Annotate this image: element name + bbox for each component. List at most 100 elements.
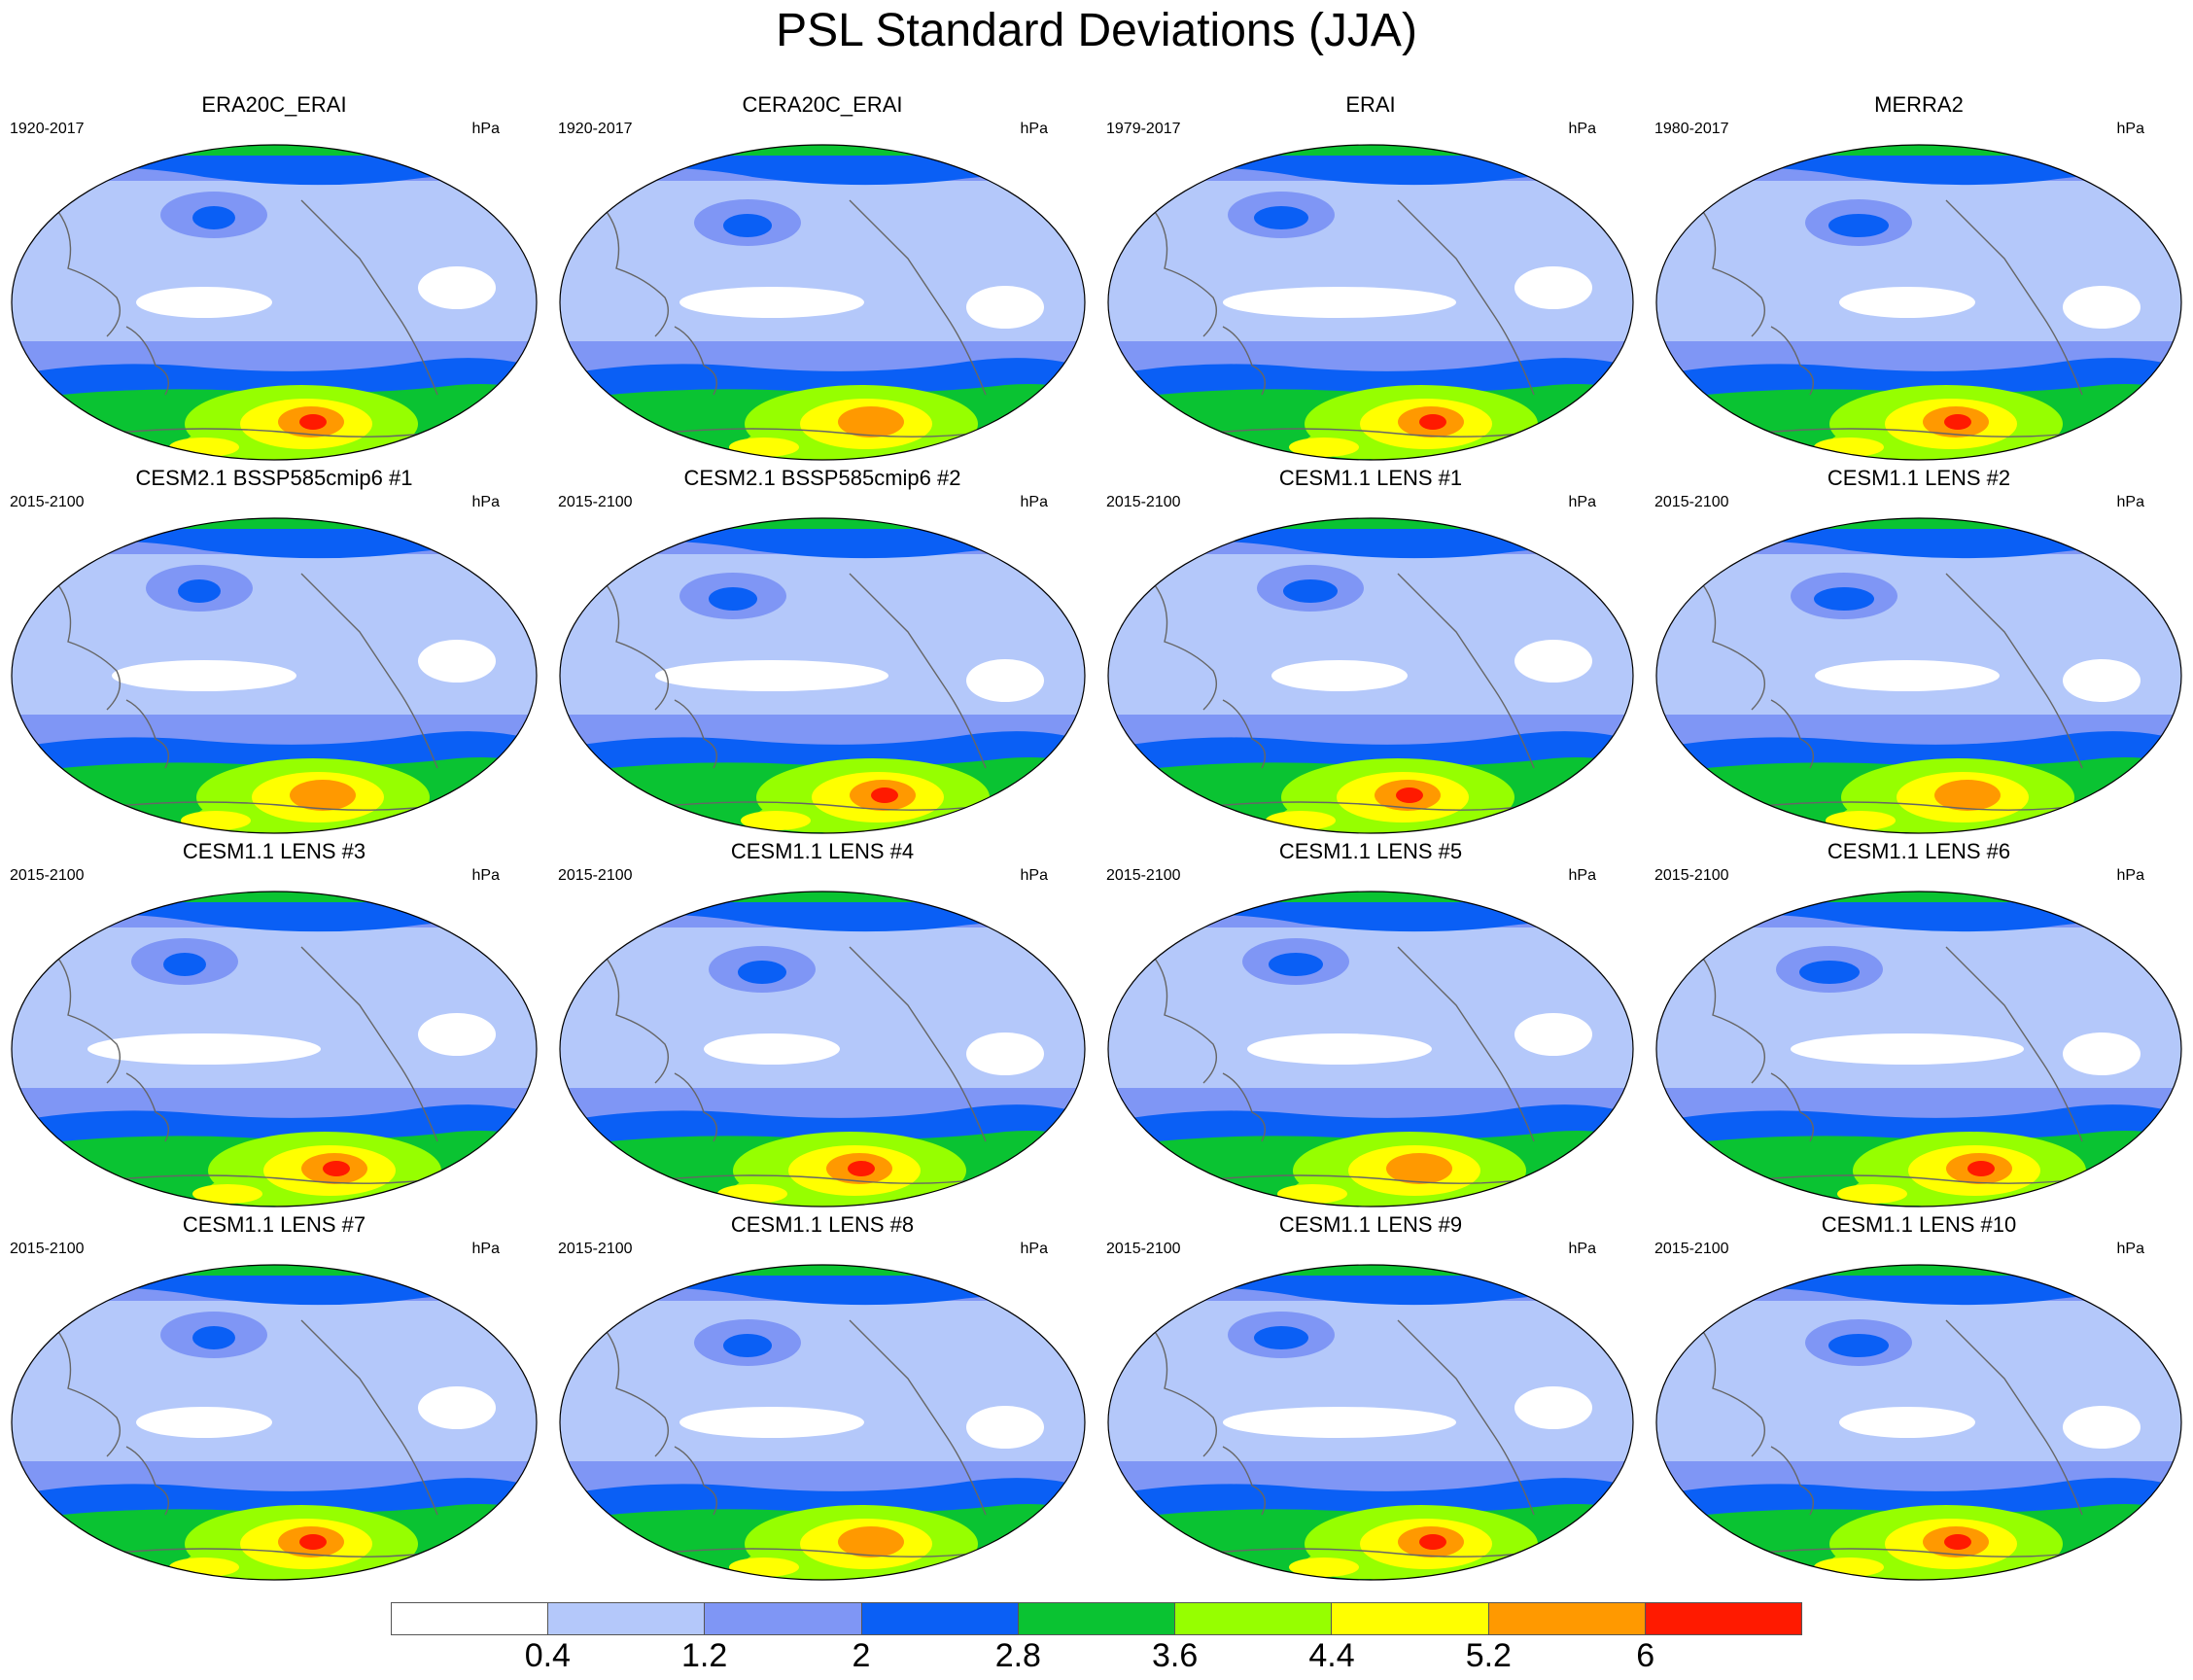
map-projection [11, 144, 538, 461]
map-panel: ERA20C_ERAI 1920-2017 hPa [0, 91, 548, 465]
coastline-antarctica [1751, 1174, 2103, 1184]
contour-tropical-min [112, 660, 296, 691]
coastline-americas [849, 199, 987, 396]
coastline-antarctica [654, 1174, 1006, 1184]
contour-tropical-min [136, 1407, 272, 1438]
panel-title: CESM1.1 LENS #6 [1827, 839, 2011, 863]
coastline-australia [1222, 326, 1266, 396]
panel-title: ERAI [1345, 92, 1396, 117]
map-border [11, 1264, 538, 1581]
panel-title: CESM1.1 LENS #4 [730, 839, 915, 863]
coastline-antarctica [106, 1548, 458, 1558]
map-border [1107, 144, 1634, 461]
coastline-americas [300, 946, 438, 1142]
contour-tropical-min-east [966, 659, 1044, 702]
map-border [1107, 1264, 1634, 1581]
map-projection [1107, 144, 1634, 461]
panel-title: CESM1.1 LENS #7 [182, 1212, 366, 1237]
colorbar-label: 1.2 [681, 1637, 728, 1674]
colorbar-swatch [705, 1603, 862, 1634]
contour-tropical-min [679, 287, 864, 318]
coastline-asia [1144, 573, 1217, 711]
contour-blob-npac-3 [1799, 961, 1860, 984]
contour-tropical-min-east [418, 640, 496, 682]
map-projection [11, 1264, 538, 1581]
panel-title: CESM1.1 LENS #10 [1821, 1212, 2017, 1237]
contour-tropical-min-east [1514, 266, 1592, 309]
coastline-australia [1222, 1446, 1266, 1516]
coastline-australia [125, 1446, 169, 1516]
contour-tropical-min-east [966, 1406, 1044, 1449]
contour-south-max-7 [838, 1526, 904, 1558]
map-projection [559, 144, 1086, 461]
coastline-asia [1692, 946, 1765, 1084]
coastline-americas [1397, 1319, 1535, 1516]
contour-south-max-8 [299, 414, 327, 430]
map-projection [11, 891, 538, 1208]
panel-period: 2015-2100 [1654, 494, 1729, 510]
coastline-australia [1222, 1072, 1266, 1142]
contour-blob-npac-3 [1269, 953, 1323, 976]
contour-tropical-min-east [966, 1032, 1044, 1075]
coastline-americas [1397, 573, 1535, 769]
colorbar-label: 6 [1636, 1637, 1655, 1674]
contour-band-north-4 [1223, 892, 1514, 902]
map-border [1107, 891, 1634, 1208]
coastline-antarctica [654, 801, 1006, 811]
contour-south-max-8 [299, 1534, 327, 1550]
contour-band-north-4 [675, 892, 966, 902]
contour-band-north-4 [1223, 1265, 1514, 1276]
contour-band-north-4 [1771, 145, 2063, 156]
panel-period: 1980-2017 [1654, 121, 1729, 137]
field-contours [12, 145, 537, 460]
panel-unit: hPa [1020, 121, 1048, 137]
coastline-asia [48, 946, 121, 1084]
coastline-australia [125, 1072, 169, 1142]
field-contours [560, 145, 1085, 460]
contour-band-north-4 [1771, 1265, 2063, 1276]
panel-unit: hPa [471, 494, 500, 510]
panel-period: 2015-2100 [10, 867, 85, 884]
coastline-asia [48, 1319, 121, 1457]
contour-south-max-8 [1419, 1534, 1446, 1550]
coastline-antarctica [1751, 1548, 2103, 1558]
contour-tropical-min-east [1514, 1013, 1592, 1056]
contour-south-max-8 [1396, 788, 1423, 803]
map-panel: CESM1.1 LENS #8 2015-2100 hPa [548, 1211, 1096, 1585]
coastline-antarctica [1751, 801, 2103, 811]
map-border [559, 891, 1086, 1208]
coastline-americas [300, 573, 438, 769]
contour-band-north-4 [1223, 518, 1514, 529]
contour-blob-npac-3 [163, 953, 206, 976]
coastline-asia [1692, 1319, 1765, 1457]
contour-band-north-4 [1223, 145, 1514, 156]
coastline-australia [1770, 326, 1814, 396]
contour-tropical-min-east [1514, 1386, 1592, 1429]
map-projection [1655, 891, 2182, 1208]
panel-period: 2015-2100 [1654, 867, 1729, 884]
panel-period: 1920-2017 [558, 121, 633, 137]
map-border [1655, 891, 2182, 1208]
contour-blob-npac-3 [1828, 214, 1889, 237]
coastline-americas [1945, 199, 2083, 396]
coastline-americas [1945, 946, 2083, 1142]
panel-unit: hPa [2116, 121, 2144, 137]
map-projection [1107, 517, 1634, 834]
coastline-antarctica [106, 1174, 458, 1184]
contour-south-max-8 [1944, 1534, 1971, 1550]
map-panel: CESM1.1 LENS #5 2015-2100 hPa [1096, 838, 1645, 1211]
map-projection [559, 517, 1086, 834]
panel-title: CESM1.1 LENS #1 [1278, 466, 1463, 490]
coastline-australia [1770, 699, 1814, 769]
contour-south-max-6b [1289, 1558, 1359, 1577]
colorbar-swatch [1175, 1603, 1333, 1634]
panel-period: 2015-2100 [10, 494, 85, 510]
panel-unit: hPa [1020, 867, 1048, 884]
coastline-americas [849, 1319, 987, 1516]
map-border [559, 1264, 1086, 1581]
coastline-antarctica [1202, 1174, 1554, 1184]
map-panel: CESM2.1 BSSP585cmip6 #1 2015-2100 hPa [0, 465, 548, 838]
contour-south-max-6b [1289, 438, 1359, 457]
contour-band-north-4 [126, 518, 418, 529]
map-panel: CESM1.1 LENS #4 2015-2100 hPa [548, 838, 1096, 1211]
